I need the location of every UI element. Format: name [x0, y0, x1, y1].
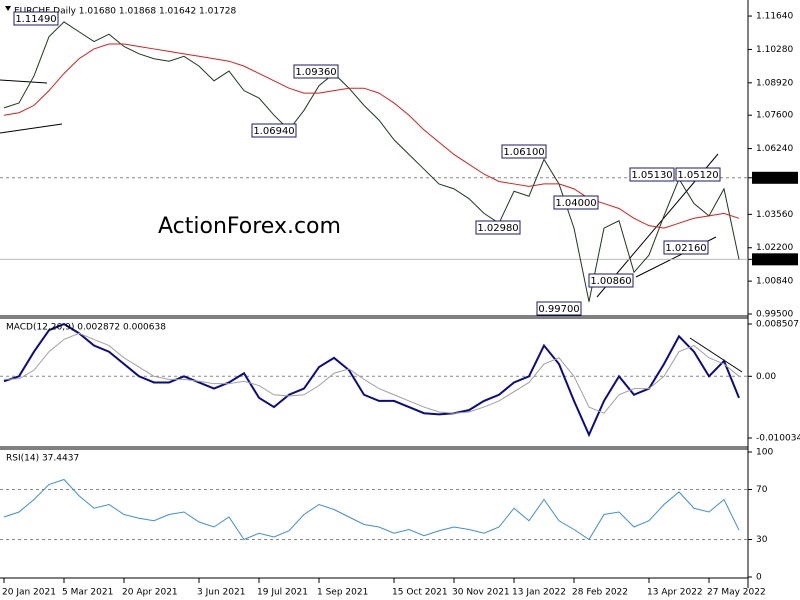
price-label: 1.02160 — [665, 243, 706, 254]
watermark: ActionForex.com — [158, 214, 341, 239]
x-tick-label: 20 Apr 2021 — [122, 588, 178, 598]
price-label: 1.05120 — [677, 170, 718, 181]
tick-label-bg — [752, 253, 798, 266]
y-tick-label: 1.00840 — [756, 277, 793, 287]
price-label: 1.05130 — [631, 170, 672, 181]
x-tick-label: 13 Jan 2022 — [512, 588, 566, 598]
y-tick-label: 0.00 — [756, 372, 776, 382]
price-label-box — [663, 240, 709, 255]
trendline — [0, 123, 63, 134]
price-label-box — [553, 195, 599, 210]
price-label: 1.11490 — [15, 14, 56, 25]
y-tick-label: 1.05050 — [756, 173, 793, 183]
y-tick-label: 1.03560 — [756, 210, 793, 220]
price-label: 1.06100 — [503, 147, 544, 158]
price-label-box — [588, 273, 634, 288]
y-tick-label: 1.08920 — [756, 78, 793, 88]
price-label-box — [536, 301, 582, 316]
series-line — [3, 21, 740, 302]
trendline — [689, 337, 743, 373]
price-label-box — [629, 167, 675, 182]
x-tick-label: 30 Nov 2021 — [452, 588, 510, 598]
series-line — [3, 43, 740, 229]
price-label-box — [475, 220, 521, 235]
series-line — [3, 322, 740, 438]
y-tick-label: 1.06240 — [756, 144, 793, 154]
tick-label-bg — [752, 171, 798, 184]
y-tick-label: 0.008507 — [756, 319, 799, 329]
price-label: 1.06940 — [253, 126, 294, 137]
x-tick-label: 20 Jan 2021 — [2, 588, 56, 598]
y-tick-label: 100 — [756, 448, 773, 458]
panel-title: EURCHF,Daily 1.01680 1.01868 1.01642 1.0… — [14, 7, 237, 17]
panel-title: MACD(12,26,9) 0.002872 0.000638 — [6, 323, 166, 333]
y-tick-label: 70 — [756, 485, 768, 495]
price-label: 1.00860 — [590, 276, 631, 287]
price-label: 1.09360 — [295, 67, 336, 78]
series-line — [3, 478, 740, 541]
y-tick-label: 0 — [756, 573, 762, 583]
x-tick-label: 1 Sep 2021 — [317, 588, 368, 598]
y-tick-label: 0.99500 — [756, 310, 793, 320]
y-tick-label: -0.010034 — [756, 434, 800, 444]
price-label-box — [13, 11, 59, 26]
menu-arrow — [5, 6, 11, 11]
y-tick-label: 1.10280 — [756, 45, 793, 55]
x-tick-label: 28 Feb 2022 — [572, 588, 628, 598]
x-tick-label: 5 Mar 2021 — [62, 588, 113, 598]
price-label: 1.04000 — [555, 198, 596, 209]
y-tick-label: 1.07600 — [756, 111, 793, 121]
series-line — [3, 332, 740, 414]
x-tick-label: 19 Jul 2021 — [257, 588, 308, 598]
x-tick-label: 27 May 2022 — [707, 588, 766, 598]
price-label: 1.02980 — [477, 223, 518, 234]
y-tick-label: 1.02200 — [756, 243, 793, 253]
x-tick-label: 3 Jun 2021 — [197, 588, 245, 598]
y-tick-label: 1.11640 — [756, 12, 793, 22]
x-tick-label: 13 Apr 2022 — [647, 588, 703, 598]
y-tick-label: 30 — [756, 535, 768, 545]
x-tick-label: 15 Oct 2021 — [392, 588, 448, 598]
price-label-box — [675, 167, 721, 182]
trendline — [0, 79, 48, 84]
price-label-box — [251, 123, 297, 138]
y-tick-label: 1.01728 — [756, 255, 793, 265]
price-label: 0.99700 — [538, 304, 579, 315]
price-label-box — [293, 64, 339, 79]
price-label-box — [501, 144, 547, 159]
panel-title: RSI(14) 37.4437 — [6, 454, 79, 464]
